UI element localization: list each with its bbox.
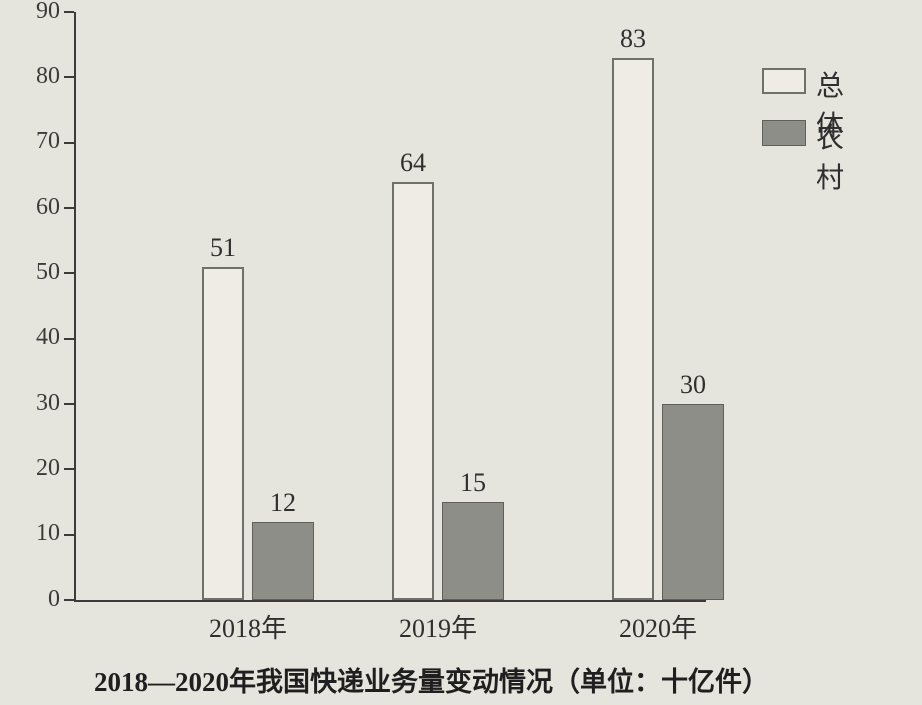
x-axis-line [74, 600, 706, 602]
y-tick [64, 207, 74, 209]
category-label: 2019年 [368, 608, 508, 645]
y-tick [64, 534, 74, 536]
y-tick-label: 0 [48, 586, 60, 613]
y-tick-label: 60 [36, 194, 60, 221]
category-label: 2018年 [178, 608, 318, 645]
legend-swatch [762, 68, 806, 94]
chart-caption: 2018—2020年我国快递业务量变动情况（单位：十亿件） [94, 660, 769, 699]
y-tick-label: 30 [36, 390, 60, 417]
y-axis-line [74, 12, 76, 602]
y-tick-label: 90 [36, 0, 60, 25]
bar-value-total: 64 [382, 148, 444, 178]
bar-rural [662, 404, 724, 600]
y-tick [64, 599, 74, 601]
y-tick [64, 403, 74, 405]
y-tick [64, 76, 74, 78]
bar-rural [442, 502, 504, 600]
chart-root: 总体农村 2018—2020年我国快递业务量变动情况（单位：十亿件） 01020… [0, 0, 922, 705]
y-tick-label: 80 [36, 63, 60, 90]
bar-value-rural: 15 [432, 468, 514, 498]
y-tick [64, 11, 74, 13]
bar-total [202, 267, 244, 600]
legend-label: 农村 [816, 116, 844, 196]
bar-total [392, 182, 434, 600]
y-tick-label: 40 [36, 324, 60, 351]
bar-value-rural: 12 [242, 488, 324, 518]
y-tick-label: 50 [36, 259, 60, 286]
y-tick-label: 70 [36, 128, 60, 155]
y-tick-label: 20 [36, 455, 60, 482]
y-tick-label: 10 [36, 520, 60, 547]
y-tick [64, 272, 74, 274]
bar-value-total: 83 [602, 24, 664, 54]
y-tick [64, 338, 74, 340]
y-tick [64, 468, 74, 470]
bar-value-total: 51 [192, 233, 254, 263]
bar-total [612, 58, 654, 600]
y-tick [64, 142, 74, 144]
legend-swatch [762, 120, 806, 146]
bar-rural [252, 522, 314, 600]
bar-value-rural: 30 [652, 370, 734, 400]
category-label: 2020年 [588, 608, 728, 645]
